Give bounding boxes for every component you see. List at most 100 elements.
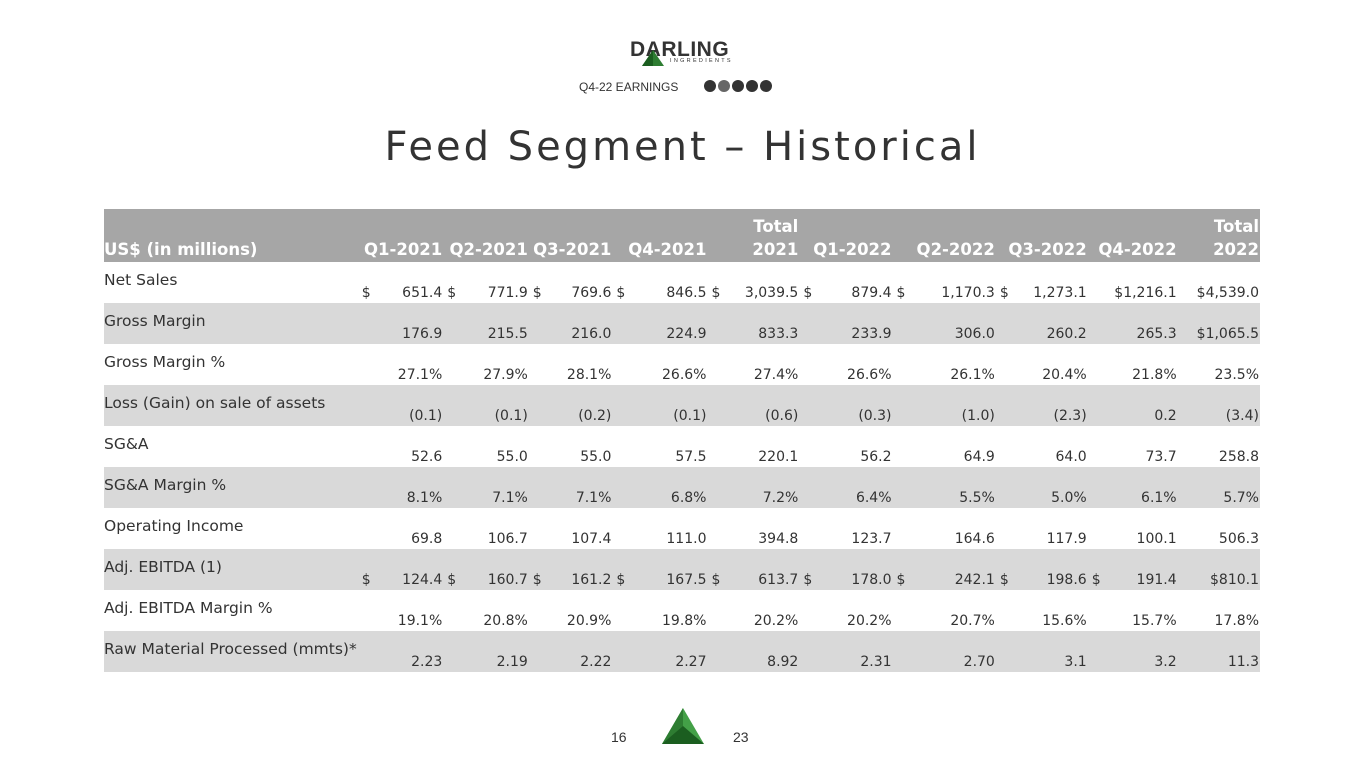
- table-cell: 17.8%: [1178, 590, 1260, 631]
- table-cell: 15.7%: [1088, 590, 1178, 631]
- slide-title: Feed Segment – Historical: [384, 124, 981, 170]
- table-cell: $771.9: [443, 262, 529, 303]
- currency-symbol: [443, 490, 447, 506]
- logo-triangle-icon: [642, 50, 664, 66]
- table-cell: $1,065.5: [1178, 303, 1260, 344]
- table-cell: 220.1: [707, 426, 799, 467]
- currency-symbol: [358, 531, 362, 547]
- cell-value: 55.0: [496, 449, 528, 465]
- currency-symbol: [1178, 326, 1182, 342]
- table-cell: 5.0%: [996, 467, 1088, 508]
- cell-value: 1,273.1: [1033, 285, 1087, 301]
- currency-symbol: [612, 490, 616, 506]
- table-row: Loss (Gain) on sale of assets (0.1) (0.1) (…: [104, 385, 1260, 426]
- logo-subtitle: INGREDIENTS: [670, 58, 733, 64]
- table-cell: 260.2: [996, 303, 1088, 344]
- currency-symbol: [529, 654, 533, 670]
- currency-symbol: [893, 408, 897, 424]
- table-cell: 176.9: [358, 303, 444, 344]
- cell-value: 2.23: [411, 654, 443, 670]
- cell-value: 178.0: [851, 572, 892, 588]
- currency-symbol: [996, 449, 1000, 465]
- table-cell: 27.9%: [443, 344, 529, 385]
- progress-dot: [760, 80, 772, 92]
- column-header: Q4-2021: [628, 240, 707, 259]
- column-header: Q4-2022: [1098, 240, 1177, 259]
- table-cell: 20.2%: [707, 590, 799, 631]
- currency-symbol: [529, 326, 533, 342]
- table-cell: 106.7: [443, 508, 529, 549]
- table-cell: 0.2: [1088, 385, 1178, 426]
- table-cell: 21.8%: [1088, 344, 1178, 385]
- cell-value: 106.7: [487, 531, 528, 547]
- currency-symbol: [443, 326, 447, 342]
- cell-value: 15.7%: [1132, 613, 1177, 629]
- currency-symbol: $: [532, 285, 542, 301]
- currency-symbol: [799, 613, 803, 629]
- cell-value: 7.1%: [492, 490, 528, 506]
- currency-symbol: [799, 654, 803, 670]
- currency-symbol: [996, 613, 1000, 629]
- table-cell: 111.0: [612, 508, 707, 549]
- cell-value: 20.7%: [950, 613, 995, 629]
- table-row: Net Sales $651.4 $771.9 $769.6 $846.5 $3,039.…: [104, 262, 1260, 303]
- page-number-left: 16: [611, 729, 627, 745]
- cell-value: 2.19: [496, 654, 528, 670]
- cell-value: 233.9: [851, 326, 892, 342]
- cell-value: 879.4: [851, 285, 892, 301]
- currency-symbol: [707, 367, 711, 383]
- currency-symbol: [1178, 490, 1182, 506]
- cell-value: 27.9%: [483, 367, 528, 383]
- cell-value: (0.3): [858, 408, 892, 424]
- table-cell: (1.0): [893, 385, 996, 426]
- currency-symbol: [1178, 613, 1182, 629]
- cell-value: 5.7%: [1223, 490, 1259, 506]
- table-cell: 833.3: [707, 303, 799, 344]
- cell-value: 306.0: [954, 326, 995, 342]
- currency-symbol: [1088, 285, 1092, 301]
- currency-symbol: [707, 613, 711, 629]
- currency-symbol: [893, 367, 897, 383]
- cell-value: (2.3): [1053, 408, 1087, 424]
- currency-symbol: [996, 408, 1000, 424]
- table-cell: 233.9: [799, 303, 892, 344]
- table-cell: 6.8%: [612, 467, 707, 508]
- table-cell: $167.5: [612, 549, 707, 590]
- currency-symbol: [707, 531, 711, 547]
- table-cell: $769.6: [529, 262, 613, 303]
- currency-symbol: [612, 408, 616, 424]
- table-cell: 26.1%: [893, 344, 996, 385]
- currency-symbol: [893, 531, 897, 547]
- cell-value: 258.8: [1218, 449, 1259, 465]
- table-cell: 3.1: [996, 631, 1088, 672]
- table-cell: 27.4%: [707, 344, 799, 385]
- currency-symbol: $: [999, 572, 1009, 588]
- cell-value: 613.7: [758, 572, 799, 588]
- table-cell: $879.4: [799, 262, 892, 303]
- row-label: Gross Margin %: [104, 353, 226, 371]
- cell-value: 26.1%: [950, 367, 995, 383]
- currency-symbol: $: [361, 285, 371, 301]
- column-header: Q1-2022: [813, 240, 892, 259]
- currency-symbol: [612, 367, 616, 383]
- currency-symbol: $: [361, 572, 371, 588]
- cell-value: $1,065.5: [1196, 326, 1259, 342]
- table-cell: 5.7%: [1178, 467, 1260, 508]
- currency-symbol: [1088, 408, 1092, 424]
- cell-value: 6.1%: [1141, 490, 1177, 506]
- currency-symbol: $: [616, 572, 626, 588]
- cell-value: (0.2): [578, 408, 612, 424]
- currency-symbol: [358, 613, 362, 629]
- table-cell: (0.1): [358, 385, 444, 426]
- table-cell: 64.9: [893, 426, 996, 467]
- currency-symbol: [893, 326, 897, 342]
- table-cell: $198.6: [996, 549, 1088, 590]
- currency-symbol: [1178, 408, 1182, 424]
- cell-value: 833.3: [758, 326, 799, 342]
- cell-value: 6.8%: [670, 490, 707, 506]
- cell-value: 220.1: [758, 449, 799, 465]
- table-cell: $613.7: [707, 549, 799, 590]
- progress-dot: [732, 80, 744, 92]
- cell-value: 224.9: [666, 326, 707, 342]
- currency-symbol: [799, 408, 803, 424]
